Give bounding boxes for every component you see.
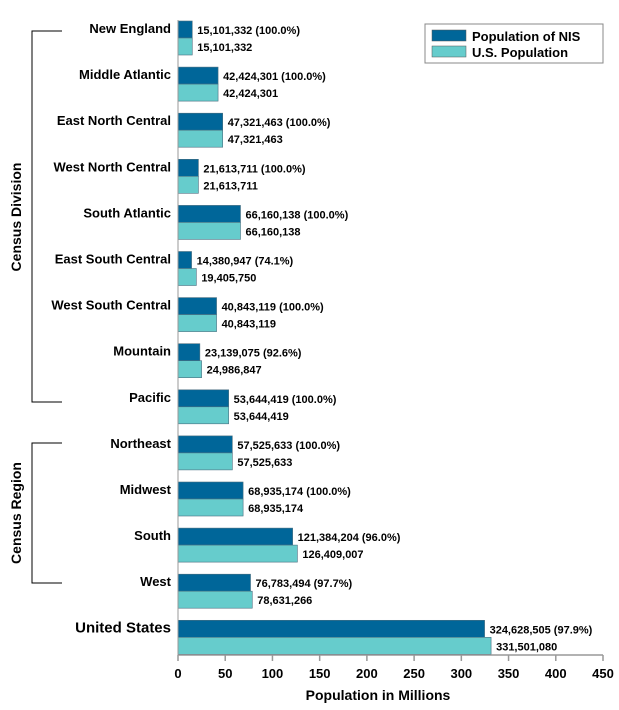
x-tick-label: 250 [403, 666, 425, 681]
bar-nis-population [177, 112, 223, 131]
bar-nis-population [177, 527, 293, 546]
bar-us-population [177, 452, 233, 471]
data-label: 15,101,332 [197, 42, 252, 54]
x-axis-label: Population in Millions [306, 687, 451, 703]
data-label: 126,409,007 [302, 549, 363, 561]
data-label: 40,843,119 (100.0%) [222, 302, 324, 314]
data-label: 57,525,633 (100.0%) [237, 440, 340, 452]
category-label: United States [75, 619, 171, 636]
bar-nis-population [177, 205, 241, 223]
data-label: 68,935,174 (100.0%) [248, 486, 351, 498]
group-census-division: Census Division [8, 30, 62, 403]
bar-us-population [177, 636, 492, 655]
x-tick-label: 100 [262, 666, 284, 681]
category-label: East South Central [55, 252, 171, 267]
x-tick-label: 200 [356, 666, 378, 681]
category-label: New England [89, 21, 171, 36]
bar-nis-population [177, 435, 233, 454]
bar-us-population [177, 314, 217, 332]
data-label: 331,501,080 [496, 641, 557, 653]
category-label: Middle Atlantic [79, 67, 171, 82]
bar-us-population [177, 176, 199, 194]
bar-us-population [177, 268, 197, 286]
data-label: 19,405,750 [201, 273, 256, 285]
bar-us-population [177, 498, 244, 517]
legend-swatch-us [431, 45, 467, 58]
category-label: Midwest [120, 482, 172, 497]
x-tick-label: 450 [592, 666, 614, 681]
legend-label-nis: Population of NIS [472, 29, 581, 44]
category-label: Mountain [113, 344, 171, 359]
group-census-region: Census Region [8, 442, 62, 584]
category-label: Pacific [129, 390, 171, 405]
data-label: 76,783,494 (97.7%) [256, 578, 353, 590]
bar-us-population [177, 222, 241, 240]
category-label: West South Central [51, 298, 171, 313]
data-label: 66,160,138 (100.0%) [245, 209, 348, 221]
data-label: 24,986,847 [207, 365, 262, 377]
bar-nis-population [177, 20, 193, 39]
bar-nis-population [177, 343, 201, 362]
bar-nis-population [177, 297, 217, 315]
category-label: East North Central [57, 113, 171, 128]
x-tick-label: 150 [309, 666, 331, 681]
category-label: South [134, 528, 171, 543]
group-label-census-division: Census Division [8, 163, 24, 272]
data-label: 324,628,505 (97.9%) [490, 624, 593, 636]
group-label-census-region: Census Region [8, 462, 24, 564]
bar-nis-population [177, 66, 219, 85]
data-label: 47,321,463 (100.0%) [228, 117, 331, 129]
bar-us-population [177, 360, 202, 379]
data-label: 42,424,301 (100.0%) [223, 71, 326, 83]
data-label: 14,380,947 (74.1%) [197, 256, 294, 268]
data-label: 57,525,633 [237, 457, 292, 469]
data-label: 42,424,301 [223, 88, 278, 100]
bar-nis-population [177, 389, 229, 408]
category-label: Northeast [110, 436, 171, 451]
data-label: 121,384,204 (96.0%) [298, 532, 401, 544]
data-label: 78,631,266 [257, 595, 312, 607]
bar-us-population [177, 406, 229, 425]
legend-label-us: U.S. Population [472, 45, 568, 60]
x-tick-label: 350 [498, 666, 520, 681]
data-label: 53,644,419 (100.0%) [234, 394, 337, 406]
x-tick-label: 400 [545, 666, 567, 681]
x-tick-label: 300 [450, 666, 472, 681]
bar-us-population [177, 590, 253, 609]
data-label: 68,935,174 [248, 503, 304, 515]
data-label: 23,139,075 (92.6%) [205, 348, 302, 360]
category-label: South Atlantic [83, 205, 171, 220]
data-label: 53,644,419 [234, 411, 289, 423]
legend-swatch-nis [431, 29, 467, 42]
category-label: West [140, 574, 171, 589]
data-label: 40,843,119 [222, 319, 276, 331]
bar-us-population [177, 129, 223, 148]
bar-nis-population [177, 159, 199, 177]
data-label: 15,101,332 (100.0%) [197, 25, 300, 37]
data-label: 21,613,711 (100.0%) [203, 163, 305, 175]
x-tick-label: 50 [218, 666, 232, 681]
bar-us-population [177, 544, 298, 563]
data-label: 21,613,711 [203, 180, 257, 192]
x-tick-label: 0 [174, 666, 181, 681]
bar-nis-population [177, 481, 244, 500]
data-label: 47,321,463 [228, 134, 283, 146]
bar-us-population [177, 37, 193, 56]
bar-nis-population [177, 573, 251, 592]
bar-nis-population [177, 619, 485, 638]
bar-nis-population [177, 251, 192, 269]
category-label: West North Central [54, 159, 172, 174]
data-label: 66,160,138 [245, 226, 300, 238]
legend: Population of NIS U.S. Population [424, 23, 604, 64]
bar-us-population [177, 83, 219, 102]
